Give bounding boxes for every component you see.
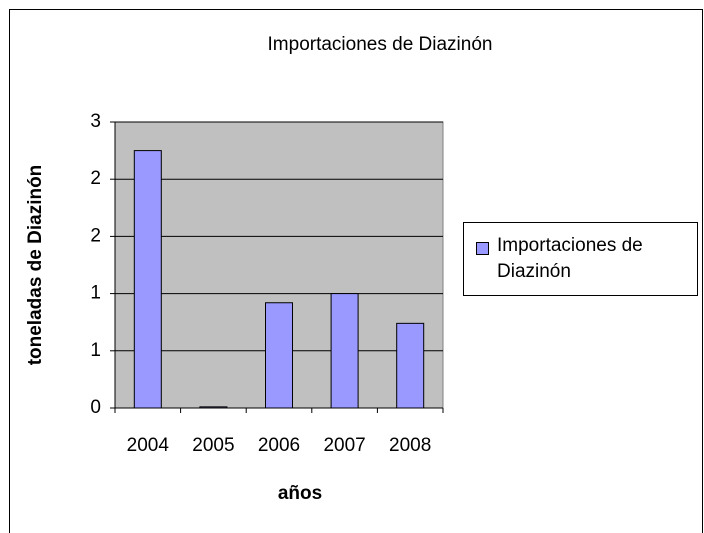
chart-title: Importaciones de Diazinón — [268, 34, 493, 55]
x-tick-label: 2005 — [192, 435, 234, 456]
bar — [133, 150, 162, 409]
legend-label: Importaciones de Diazinón — [497, 235, 643, 282]
legend: Importaciones de Diazinón — [463, 222, 698, 296]
x-tick-label: 2007 — [323, 435, 365, 456]
y-axis-label: toneladas de Diazinón — [25, 165, 46, 366]
x-axis-label: años — [278, 483, 322, 504]
bar — [396, 322, 425, 409]
bar — [265, 302, 293, 409]
y-tick-label: 1 — [90, 340, 101, 361]
x-tick-label: 2008 — [389, 435, 431, 456]
y-tick-label: 2 — [90, 168, 101, 189]
x-tick-label: 2004 — [127, 435, 170, 456]
legend-key — [476, 242, 489, 255]
y-tick-label: 2 — [90, 225, 101, 246]
y-tick-label: 0 — [90, 397, 101, 418]
y-tick-label: 3 — [90, 111, 101, 132]
bar — [199, 406, 228, 409]
x-tick-label: 2006 — [258, 435, 300, 456]
y-tick-label: 1 — [90, 283, 101, 304]
bar — [330, 293, 359, 409]
